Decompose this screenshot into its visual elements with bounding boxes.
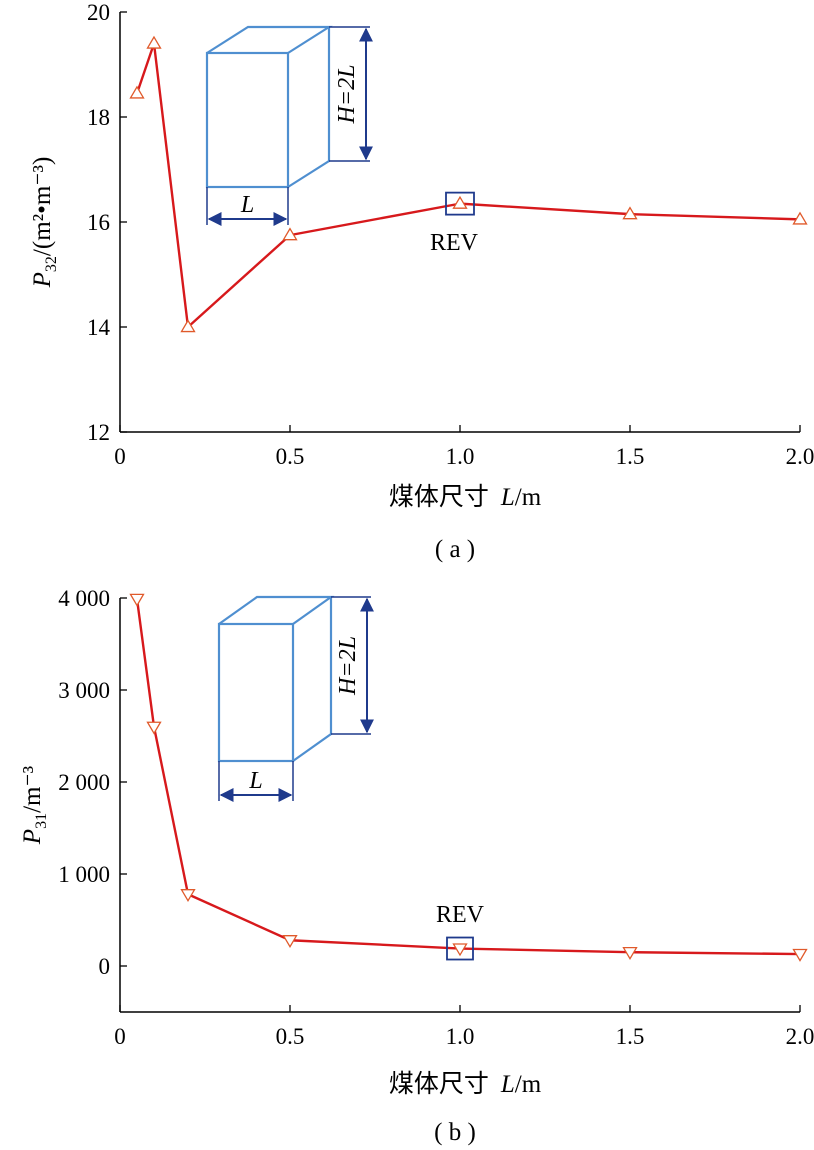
y-tick-label-b-3: 3 000 — [58, 678, 110, 703]
x-tick-label-b-4: 2.0 — [786, 1024, 814, 1049]
x-axis-title-unit-b: /m — [515, 1071, 542, 1098]
height-label-b: H=2L — [335, 636, 361, 696]
data-point-b-3 — [282, 935, 298, 949]
data-point-b-6 — [792, 948, 808, 962]
cube-front-face-a — [205, 51, 290, 189]
x-tick-label-a-4: 2.0 — [786, 444, 814, 469]
x-tick-label-b-0: 0 — [114, 1024, 126, 1049]
y-axis-title-var-b: P — [19, 829, 46, 845]
data-point-a-4 — [452, 195, 468, 209]
panel-caption-a: ( a ) — [435, 536, 475, 563]
cube-front-face-b — [217, 622, 295, 763]
cube-inset-a — [205, 25, 333, 189]
x-axis-title-var-a: L — [500, 484, 515, 511]
y-axis-title-sub-b: 31 — [33, 813, 50, 829]
x-axis-title-var-b: L — [500, 1071, 515, 1098]
chart-panel-b: 0 0.5 1.0 1.5 2.0 0 1 000 2 000 3 000 4 000 P31/m⁻… — [19, 586, 814, 1146]
y-tick-label-b-1: 1 000 — [58, 862, 110, 887]
data-point-a-1 — [146, 35, 162, 49]
data-point-a-3 — [282, 227, 298, 241]
y-tick-label-a-0: 12 — [87, 420, 110, 445]
y-axis-title-a: P32/(m²•m⁻³) — [29, 157, 60, 289]
data-point-a-5 — [622, 206, 638, 220]
cube-side-face-b — [292, 597, 333, 762]
y-tick-label-b-2: 2 000 — [58, 770, 110, 795]
series-line-b — [135, 598, 801, 956]
y-axis-title-var-a: P — [29, 272, 56, 288]
data-point-b-4 — [452, 943, 468, 957]
panel-caption-b: ( b ) — [434, 1119, 476, 1146]
data-point-a-2 — [180, 319, 196, 333]
width-label-b: L — [248, 768, 262, 794]
rev-label-b: REV — [436, 902, 485, 928]
cube-inset-b — [217, 595, 335, 763]
x-axis-title-b: 煤体尺寸 L/m — [389, 1070, 542, 1098]
x-tick-label-b-2: 1.0 — [446, 1024, 475, 1049]
series-line-a — [135, 42, 801, 329]
rev-box-b — [446, 936, 474, 961]
x-tick-label-a-3: 1.5 — [616, 444, 645, 469]
rev-label-a: REV — [430, 230, 479, 256]
data-point-b-0 — [129, 593, 145, 607]
y-tick-label-a-4: 20 — [87, 0, 110, 25]
x-tick-label-a-2: 1.0 — [446, 444, 475, 469]
x-axis-title-text-b: 煤体尺寸 — [389, 1070, 489, 1098]
x-tick-label-a-0: 0 — [114, 444, 126, 469]
y-axis-title-sub-a: 32 — [43, 256, 60, 272]
y-tick-label-a-1: 14 — [87, 315, 111, 340]
x-axis-title-a: 煤体尺寸 L/m — [389, 483, 542, 511]
data-point-b-2 — [180, 889, 196, 903]
data-point-a-6 — [792, 211, 808, 225]
cube-top-face-b — [218, 595, 335, 625]
y-axis-title-unit-a: /(m²•m⁻³) — [29, 157, 56, 256]
x-tick-label-b-1: 0.5 — [276, 1024, 305, 1049]
data-point-b-5 — [622, 947, 638, 960]
width-label-a: L — [240, 192, 254, 218]
height-label-a: H=2L — [334, 65, 360, 125]
y-axis-title-b: P31/m⁻³ — [19, 765, 50, 845]
y-tick-label-a-3: 18 — [87, 105, 110, 130]
y-tick-label-b-4: 4 000 — [58, 586, 110, 611]
y-axis-title-unit-b: /m⁻³ — [19, 765, 46, 813]
y-tick-label-a-2: 16 — [87, 210, 110, 235]
x-tick-label-b-3: 1.5 — [616, 1024, 645, 1049]
rev-box-a — [445, 191, 475, 216]
y-tick-label-b-0: 0 — [99, 954, 111, 979]
cube-side-face-a — [287, 27, 331, 188]
cube-top-face-a — [206, 25, 333, 54]
x-tick-label-a-1: 0.5 — [276, 444, 305, 469]
x-axis-title-unit-a: /m — [515, 484, 542, 511]
x-axis-title-text-a: 煤体尺寸 — [389, 483, 489, 511]
data-point-a-0 — [129, 85, 145, 99]
chart-panel-a: 0 0.5 1.0 1.5 2.0 12 14 16 18 20 P32/(m²•m⁻³) 煤体尺寸 L… — [29, 0, 814, 563]
data-point-b-1 — [146, 721, 162, 735]
